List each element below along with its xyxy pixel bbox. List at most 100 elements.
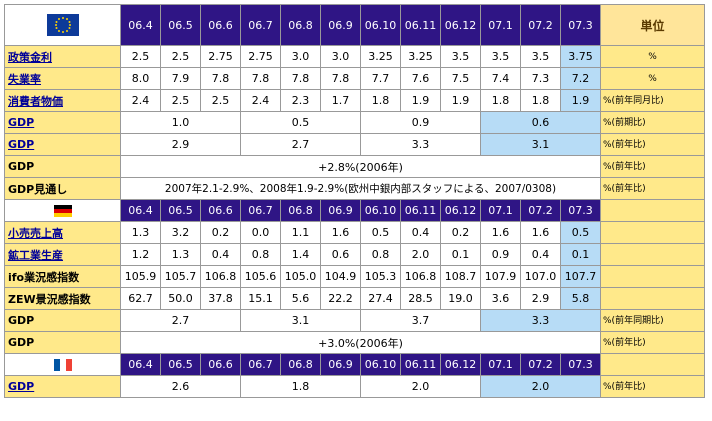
indicator-link[interactable]: 鉱工業生産 [4,243,121,266]
france-header-row: 06.4 06.5 06.6 06.7 06.8 06.9 06.10 06.1… [4,353,705,376]
germany-indicator-row: 小売売上高 1.3 3.2 0.2 0.0 1.1 1.6 0.5 0.4 0.2 1.6 1.6 0.… [4,221,705,244]
value-cell: 0.5 [360,221,401,244]
indicator-label[interactable]: 小売売上高 [8,226,63,240]
month-header: 07.3 [560,353,601,376]
value-cell: 3.25 [360,45,401,68]
indicator-label[interactable]: 鉱工業生産 [8,248,63,262]
latest-value-cell: 7.2 [560,67,601,90]
indicator-link[interactable]: ZEW景況感指数 [4,287,121,310]
quarter-value-cell: 3.3 [360,133,481,156]
economic-indicators-table: 06.4 06.5 06.6 06.7 06.8 06.9 06.10 06.1… [4,4,705,398]
indicator-link[interactable]: GDP [4,133,121,156]
quarter-value-cell: 1.0 [120,111,241,134]
unit-cell [600,243,705,266]
month-header: 06.12 [440,199,481,222]
quarter-value-cell: 0.9 [360,111,481,134]
france-flag-cell [4,353,121,376]
eu-gdp-yoy-row: GDP 2.9 2.7 3.3 3.1 %(前年比) [4,133,705,156]
month-header: 06.4 [120,199,161,222]
indicator-link[interactable]: 政策金利 [4,45,121,68]
unit-header-blank [600,199,705,222]
value-cell: 0.4 [400,221,441,244]
unit-cell: %(前年比) [600,177,705,200]
month-header: 06.9 [320,4,361,46]
month-header: 06.7 [240,353,281,376]
unit-cell: %(前年比) [600,375,705,398]
month-header: 06.5 [160,353,201,376]
value-cell: 8.0 [120,67,161,90]
latest-value-cell: 0.1 [560,243,601,266]
value-cell: 2.75 [240,45,281,68]
value-cell: 2.75 [200,45,241,68]
indicator-label[interactable]: 政策金利 [8,50,52,64]
value-cell: 1.3 [120,221,161,244]
indicator-link[interactable]: GDP [4,375,121,398]
month-header: 07.1 [480,353,521,376]
outlook-value-cell: 2007年2.1-2.9%、2008年1.9-2.9%(欧州中銀内部スタッフによ… [120,177,601,200]
indicator-label[interactable]: ZEW景況感指数 [8,292,91,306]
indicator-link[interactable]: 失業率 [4,67,121,90]
value-cell: 22.2 [320,287,361,310]
value-cell: 1.6 [320,221,361,244]
month-header: 07.3 [560,4,601,46]
indicator-label[interactable]: GDP [8,380,35,393]
germany-flag-icon [53,205,72,217]
unit-header-blank [600,353,705,376]
unit-cell: %(前年比) [600,133,705,156]
month-header: 06.5 [160,199,201,222]
value-cell: 1.8 [360,89,401,112]
month-header: 06.11 [400,199,441,222]
value-cell: 62.7 [120,287,161,310]
indicator-link[interactable]: GDP [4,111,121,134]
unit-cell: %(前年同月比) [600,89,705,112]
indicator-label[interactable]: ifo業況感指数 [8,270,80,284]
eu-gdp-outlook-row: GDP見通し 2007年2.1-2.9%、2008年1.9-2.9%(欧州中銀内… [4,177,705,200]
value-cell: 2.0 [400,243,441,266]
month-header: 06.12 [440,353,481,376]
indicator-label[interactable]: GDP [8,116,35,129]
value-cell: 7.8 [240,67,281,90]
value-cell: 0.4 [200,243,241,266]
value-cell: 0.4 [520,243,561,266]
value-cell: 2.5 [160,45,201,68]
unit-cell [600,265,705,288]
month-header: 06.10 [360,353,401,376]
quarter-value-cell: 2.7 [240,133,361,156]
value-cell: 3.5 [520,45,561,68]
unit-cell: %(前年同期比) [600,309,705,332]
unit-cell: %(前年比) [600,155,705,178]
month-header: 07.1 [480,199,521,222]
value-cell: 1.7 [320,89,361,112]
value-cell: 3.0 [280,45,321,68]
value-cell: 1.9 [440,89,481,112]
value-cell: 104.9 [320,265,361,288]
indicator-link[interactable]: 消費者物価 [4,89,121,112]
indicator-label[interactable]: 消費者物価 [8,94,63,108]
indicator-link[interactable]: ifo業況感指数 [4,265,121,288]
unit-cell: % [600,45,705,68]
value-cell: 0.9 [480,243,521,266]
eu-cpi-row: 消費者物価 2.4 2.5 2.5 2.4 2.3 1.7 1.8 1.9 1.… [4,89,705,112]
unit-cell [600,287,705,310]
value-cell: 7.3 [520,67,561,90]
eu-gdp-annual-row: GDP +2.8%(2006年) %(前年比) [4,155,705,178]
month-header: 06.9 [320,199,361,222]
france-gdp-row: GDP 2.6 1.8 2.0 2.0 %(前年比) [4,375,705,398]
month-header: 06.4 [120,4,161,46]
indicator-label[interactable]: 失業率 [8,72,41,86]
indicator-link[interactable]: 小売売上高 [4,221,121,244]
value-cell: 7.8 [200,67,241,90]
value-cell: 2.4 [120,89,161,112]
month-header: 06.8 [280,199,321,222]
latest-quarter-cell: 3.1 [480,133,601,156]
value-cell: 1.6 [480,221,521,244]
quarter-value-cell: 2.6 [120,375,241,398]
value-cell: 28.5 [400,287,441,310]
indicator-label[interactable]: GDP [8,138,35,151]
eu-flag-icon [46,14,79,36]
value-cell: 0.2 [200,221,241,244]
value-cell: 1.8 [480,89,521,112]
value-cell: 2.9 [520,287,561,310]
latest-quarter-cell: 3.3 [480,309,601,332]
month-header: 06.6 [200,353,241,376]
